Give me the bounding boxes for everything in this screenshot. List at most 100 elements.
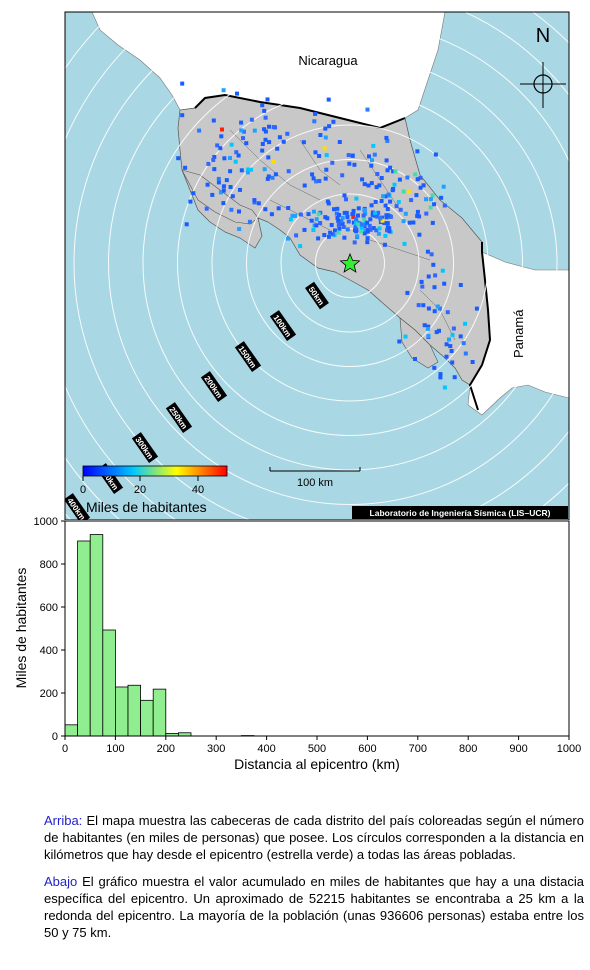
population-point — [392, 182, 397, 187]
population-point — [356, 206, 361, 211]
population-point — [359, 225, 364, 230]
population-point — [260, 103, 265, 108]
population-point — [450, 332, 455, 337]
population-point — [262, 167, 267, 172]
population-point — [419, 279, 424, 284]
population-point — [310, 172, 315, 177]
population-point — [339, 219, 344, 224]
population-point — [362, 217, 367, 222]
y-tick-label: 600 — [40, 602, 58, 614]
population-point — [239, 168, 244, 173]
scale-label: 100 km — [297, 477, 333, 489]
x-tick-label: 0 — [62, 743, 68, 755]
population-point — [430, 220, 435, 225]
population-point — [317, 179, 322, 183]
x-axis-ticks: 0 100 200 300 400 500 600 700 800 900 1000 — [62, 736, 581, 755]
population-point — [205, 182, 210, 187]
population-point — [414, 193, 419, 198]
population-point — [444, 354, 449, 359]
x-tick-label: 300 — [207, 743, 225, 755]
population-point — [221, 88, 226, 93]
population-point — [318, 221, 323, 225]
population-point — [237, 227, 242, 231]
population-point — [347, 161, 352, 166]
population-point — [431, 262, 436, 267]
population-point — [382, 242, 387, 247]
population-point — [246, 167, 251, 172]
population-point — [325, 216, 330, 221]
population-point — [229, 207, 234, 212]
population-point — [383, 203, 388, 208]
north-label: N — [536, 25, 550, 47]
population-point — [298, 212, 303, 217]
histogram-bar — [127, 684, 141, 737]
population-point — [428, 197, 433, 202]
population-point — [354, 221, 359, 226]
population-point — [267, 124, 271, 129]
population-point — [252, 198, 257, 203]
population-point — [383, 233, 388, 238]
population-point — [406, 190, 411, 194]
population-point — [266, 155, 271, 160]
population-point — [383, 194, 388, 199]
population-point — [362, 208, 367, 212]
population-point — [413, 172, 418, 177]
population-point — [241, 136, 245, 141]
population-point — [353, 225, 358, 230]
population-point — [367, 223, 372, 228]
population-point — [342, 193, 347, 198]
population-point — [386, 192, 391, 197]
population-point — [188, 199, 193, 204]
population-point — [265, 97, 270, 102]
population-point — [374, 185, 379, 190]
population-point — [302, 227, 307, 232]
population-point — [440, 268, 445, 273]
population-point — [263, 137, 268, 142]
population-point — [210, 192, 215, 197]
y-tick-label: 0 — [52, 731, 58, 743]
population-point — [341, 225, 346, 230]
population-point — [351, 212, 356, 217]
population-point — [326, 234, 331, 239]
population-point — [444, 342, 449, 347]
y-axis-label: Miles de habitantes — [13, 568, 29, 689]
population-point — [180, 81, 185, 86]
population-point — [285, 131, 290, 136]
population-point — [239, 120, 244, 125]
histogram-bar — [152, 688, 167, 737]
population-point — [350, 153, 355, 158]
population-point — [458, 283, 463, 287]
population-point — [323, 126, 328, 131]
population-point — [340, 221, 345, 226]
north-arrow: N — [520, 25, 566, 108]
caption-bottom-label: Abajo — [44, 874, 78, 889]
population-point — [421, 183, 426, 188]
population-point — [385, 168, 390, 173]
population-point — [353, 228, 357, 233]
population-point — [470, 360, 475, 364]
population-point — [306, 212, 311, 217]
population-point — [249, 117, 254, 122]
population-point — [415, 177, 420, 182]
population-point — [247, 219, 252, 224]
population-point — [351, 220, 356, 225]
population-point — [262, 108, 267, 113]
population-point — [328, 230, 333, 235]
population-point — [266, 174, 271, 179]
population-point — [337, 226, 342, 231]
distance-ring — [73, 12, 569, 520]
population-point — [212, 155, 217, 159]
population-point — [351, 208, 356, 213]
population-point — [234, 150, 239, 155]
population-point — [222, 156, 227, 161]
population-point — [369, 163, 374, 168]
population-point — [260, 148, 265, 153]
colorbar: 0 20 40 Miles de habitantes — [80, 465, 228, 515]
distance-rings — [65, 12, 569, 520]
population-point — [267, 140, 272, 145]
credit-label: Laboratorio de Ingeniería Sísmica (LIS–U… — [370, 508, 551, 518]
population-point — [273, 172, 278, 177]
caption-top-text: El mapa muestra las cabeceras de cada di… — [44, 813, 584, 862]
population-point — [345, 214, 350, 219]
population-point — [369, 181, 374, 186]
